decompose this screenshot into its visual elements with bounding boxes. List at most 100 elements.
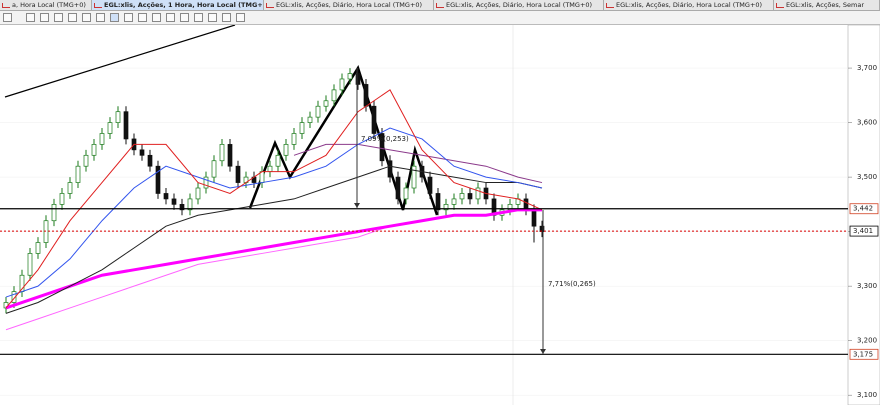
candle-body bbox=[219, 144, 225, 162]
y-tick-label: 3,600 bbox=[857, 119, 877, 127]
measure-arrow-head bbox=[354, 203, 360, 208]
candle-body bbox=[179, 204, 185, 211]
tab[interactable]: EGL:xlis, Acções, 1 Hora, Hora Local (TM… bbox=[92, 0, 264, 10]
tool-icon[interactable] bbox=[236, 13, 245, 22]
price-tag-label: 3,175 bbox=[853, 350, 873, 358]
candle-body bbox=[107, 122, 113, 134]
candle-body bbox=[27, 253, 33, 276]
moving-average bbox=[293, 143, 543, 184]
tool-icon[interactable] bbox=[54, 13, 63, 22]
tab[interactable]: EGL:xlis, Acções, Diário, Hora Local (TM… bbox=[264, 0, 434, 10]
tab[interactable]: EGL:xlis, Acções, Diário, Hora Local (TM… bbox=[604, 0, 774, 10]
tab[interactable]: EGL:xlis, Acções, Diário, Hora Local (TM… bbox=[434, 0, 604, 10]
toolbar bbox=[0, 11, 880, 25]
candle-body bbox=[315, 105, 321, 118]
tool-icon[interactable] bbox=[194, 13, 203, 22]
candle-body bbox=[171, 198, 177, 205]
tool-icon[interactable] bbox=[180, 13, 189, 22]
tool-icon[interactable] bbox=[124, 13, 133, 22]
candle-body bbox=[307, 116, 313, 123]
price-tag-label: 3,401 bbox=[853, 227, 873, 235]
candle-body bbox=[11, 291, 17, 303]
candle-body bbox=[99, 133, 105, 145]
tab[interactable]: a, Hora Local (TMG+0) bbox=[0, 0, 92, 10]
tool-icon[interactable] bbox=[82, 13, 91, 22]
moving-average bbox=[5, 165, 543, 314]
candle-body bbox=[283, 144, 289, 156]
measure-label: 7,09%(0,253) bbox=[361, 135, 409, 143]
y-tick-label: 3,300 bbox=[857, 282, 877, 290]
candle-body bbox=[227, 144, 233, 167]
moving-average bbox=[5, 127, 543, 298]
candle-body bbox=[155, 165, 161, 194]
candle-body bbox=[323, 100, 329, 107]
moving-average bbox=[5, 209, 542, 331]
candle-body bbox=[203, 176, 209, 189]
candle-body bbox=[451, 198, 457, 205]
candle-body bbox=[291, 133, 297, 145]
moving-average bbox=[5, 89, 543, 309]
candle-body bbox=[91, 144, 97, 156]
candle-body bbox=[195, 187, 201, 200]
candle-body bbox=[275, 154, 281, 167]
candle-body bbox=[35, 242, 41, 254]
candle-body bbox=[67, 182, 73, 194]
tool-icon[interactable] bbox=[166, 13, 175, 22]
candle-body bbox=[43, 220, 49, 243]
candle-body bbox=[211, 160, 217, 178]
candle-body bbox=[259, 171, 265, 183]
pattern-drawing bbox=[248, 65, 439, 216]
trend-line bbox=[4, 25, 236, 98]
candle-body bbox=[267, 165, 273, 173]
tab[interactable]: EGL:xlis, Acções, Semar bbox=[774, 0, 880, 10]
candle-body bbox=[123, 111, 129, 140]
candle-body bbox=[467, 193, 473, 200]
candle-body bbox=[539, 225, 545, 232]
tool-icon[interactable] bbox=[110, 13, 119, 22]
candle-body bbox=[115, 111, 121, 123]
candle-body bbox=[475, 187, 481, 200]
candle-body bbox=[187, 198, 193, 211]
chart: 3,7003,6003,5003,4003,3003,2003,1003,442… bbox=[0, 25, 880, 405]
measure-arrow-head bbox=[540, 349, 546, 354]
tool-icon[interactable] bbox=[138, 13, 147, 22]
candle-body bbox=[395, 176, 401, 200]
measure-label: 7,71%(0,265) bbox=[548, 280, 596, 288]
candle-body bbox=[299, 122, 305, 134]
price-tag bbox=[849, 348, 879, 360]
tool-icon[interactable] bbox=[26, 13, 35, 22]
y-tick-label: 3,500 bbox=[857, 173, 877, 181]
candle-body bbox=[355, 73, 361, 85]
candle-body bbox=[531, 209, 537, 227]
tool-icon[interactable] bbox=[222, 13, 231, 22]
candle-body bbox=[235, 165, 241, 183]
tool-icon[interactable] bbox=[152, 13, 161, 22]
price-tag bbox=[849, 225, 879, 237]
candle-body bbox=[75, 165, 81, 183]
tool-icon[interactable] bbox=[40, 13, 49, 22]
candle-body bbox=[403, 187, 409, 200]
tool-icon[interactable] bbox=[68, 13, 77, 22]
candle-body bbox=[331, 89, 337, 102]
candle-body bbox=[387, 160, 393, 178]
y-tick-label: 3,100 bbox=[857, 391, 877, 399]
candle-body bbox=[51, 204, 57, 222]
candle-body bbox=[83, 154, 89, 167]
candle-body bbox=[347, 73, 353, 80]
candle-body bbox=[459, 193, 465, 200]
candle-body bbox=[371, 105, 377, 134]
candle-body bbox=[339, 78, 345, 91]
tool-icon[interactable] bbox=[3, 13, 12, 22]
candle-body bbox=[59, 193, 65, 205]
price-axis bbox=[847, 25, 880, 405]
candle-body bbox=[139, 149, 145, 156]
price-tag bbox=[849, 203, 879, 215]
candle-body bbox=[435, 193, 441, 211]
tool-icon[interactable] bbox=[96, 13, 105, 22]
candle-body bbox=[379, 133, 385, 162]
tab-bar: a, Hora Local (TMG+0) EGL:xlis, Acções, … bbox=[0, 0, 880, 11]
tool-icon[interactable] bbox=[208, 13, 217, 22]
candle-body bbox=[427, 176, 433, 194]
price-tag-label: 3,442 bbox=[853, 205, 873, 213]
